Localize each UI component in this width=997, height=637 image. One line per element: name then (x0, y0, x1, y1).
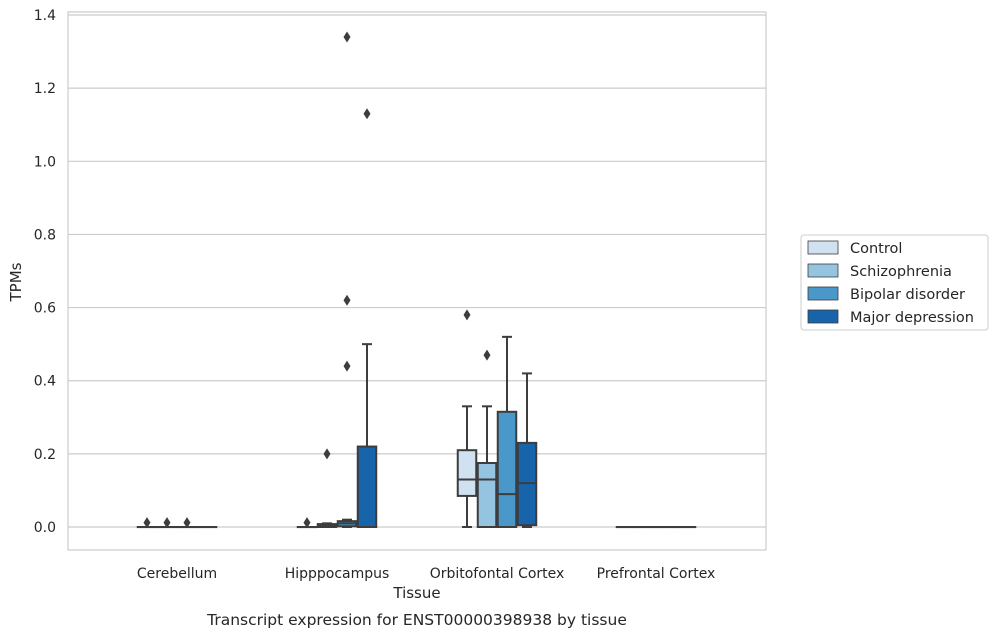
chart-caption: Transcript expression for ENST0000039893… (206, 611, 627, 629)
y-tick-labels: 0.0 0.2 0.4 0.6 0.8 1.0 1.2 1.4 (34, 8, 56, 536)
y-axis-title: TPMs (7, 262, 25, 302)
x-tick-label: Cerebellum (137, 566, 217, 582)
x-tick-label: Prefrontal Cortex (597, 566, 716, 582)
y-tick-label: 0.8 (34, 227, 56, 243)
legend-label: Control (850, 241, 902, 257)
legend-swatch (807, 240, 839, 255)
box-group (136, 517, 158, 529)
x-tick-label: Orbitofontal Cortex (430, 566, 565, 582)
box-group (336, 31, 358, 528)
legend-swatch (807, 309, 839, 324)
legend-swatch (807, 263, 839, 278)
legend: Control Schizophrenia Bipolar disorder Majo… (800, 234, 989, 331)
outlier-point (363, 108, 371, 120)
outlier-point (183, 517, 191, 529)
gridlines (68, 14, 766, 528)
outlier-point (323, 448, 331, 460)
box-rect (456, 449, 478, 497)
outlier-point (143, 517, 151, 529)
box-group (476, 349, 498, 529)
outlier-point (343, 31, 351, 43)
outlier-point (343, 360, 351, 372)
plot-area (67, 11, 767, 551)
legend-label: Bipolar disorder (850, 287, 965, 303)
box-group (516, 372, 538, 528)
legend-label: Major depression (850, 310, 974, 326)
y-tick-label: 0.4 (34, 374, 56, 390)
outlier-point (483, 349, 491, 361)
y-tick-label: 0.6 (34, 301, 56, 317)
outlier-point (163, 517, 171, 529)
y-tick-label: 0.2 (34, 447, 56, 463)
box-group (456, 309, 478, 528)
legend-items: Control Schizophrenia Bipolar disorder Majo… (807, 240, 974, 326)
y-tick-label: 0.0 (34, 520, 56, 536)
box-group (496, 335, 518, 529)
box-group (356, 108, 378, 528)
box-group (316, 448, 338, 529)
legend-frame (800, 234, 989, 331)
box-group (156, 517, 178, 529)
box-group (176, 517, 198, 529)
box-group (296, 517, 318, 529)
y-tick-label: 1.2 (34, 81, 56, 97)
outlier-point (463, 309, 471, 321)
y-tick-label: 1.4 (34, 8, 56, 24)
box-rect (496, 410, 518, 529)
outlier-point (303, 517, 311, 529)
box-rect (356, 445, 378, 528)
box-rect (476, 462, 498, 529)
x-axis-title: Tissue (392, 584, 440, 602)
y-tick-label: 1.0 (34, 154, 56, 170)
box-series (136, 31, 697, 529)
legend-label: Schizophrenia (850, 264, 952, 280)
outlier-point (343, 294, 351, 306)
x-tick-labels: Cerebellum Hipppocampus Orbitofontal Corte… (137, 566, 715, 582)
legend-swatch (807, 286, 839, 301)
x-tick-label: Hipppocampus (285, 566, 390, 582)
